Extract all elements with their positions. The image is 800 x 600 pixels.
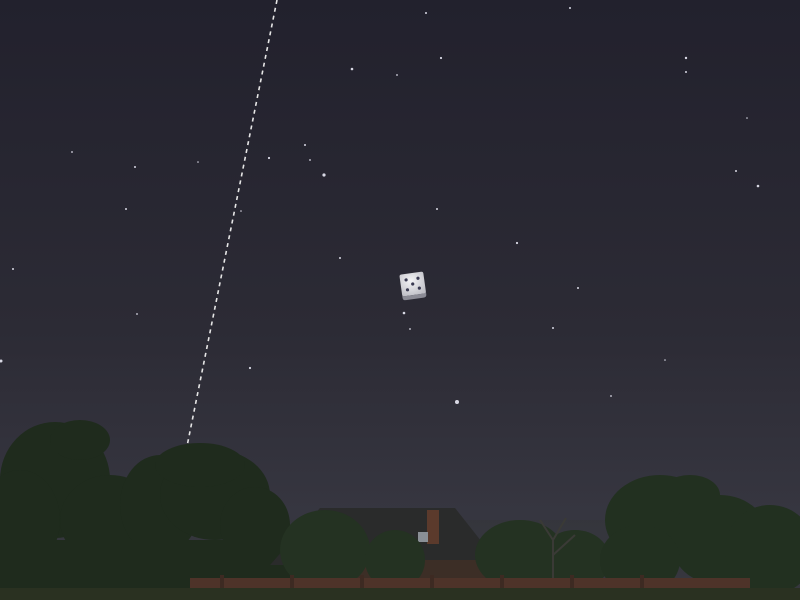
star-icon xyxy=(425,12,427,14)
ground xyxy=(0,588,800,600)
star-icon xyxy=(409,328,411,330)
star-icon xyxy=(136,313,138,315)
die-icon[interactable] xyxy=(399,271,427,301)
star-icon xyxy=(685,71,687,73)
star-field xyxy=(0,7,760,404)
star-icon xyxy=(240,210,242,212)
star-icon xyxy=(436,208,438,210)
star-icon xyxy=(455,400,459,404)
star-icon xyxy=(248,366,252,370)
star-icon xyxy=(304,144,306,146)
star-icon xyxy=(134,166,136,168)
star-icon xyxy=(350,67,354,71)
star-icon xyxy=(684,56,688,60)
star-icon xyxy=(439,56,443,60)
star-icon xyxy=(309,159,311,161)
star-icon xyxy=(610,395,612,397)
star-icon xyxy=(339,257,341,259)
star-icon xyxy=(12,268,14,270)
star-icon xyxy=(664,359,666,361)
star-icon xyxy=(396,74,398,76)
star-icon xyxy=(569,7,571,9)
star-icon xyxy=(746,117,748,119)
star-icon xyxy=(552,327,554,329)
star-icon xyxy=(0,359,3,363)
star-icon xyxy=(402,311,406,315)
tree-cluster-middle xyxy=(280,510,610,590)
star-icon xyxy=(197,161,199,163)
tree-cluster-right xyxy=(600,475,800,595)
star-icon xyxy=(267,156,271,160)
house-chimney xyxy=(427,510,439,544)
star-icon xyxy=(125,208,127,210)
star-icon xyxy=(577,287,579,289)
star-icon xyxy=(756,184,760,188)
star-icon xyxy=(515,241,519,245)
star-icon xyxy=(735,170,737,172)
house-window xyxy=(418,532,428,542)
dashed-guide-line[interactable] xyxy=(155,0,278,600)
fence-posts xyxy=(220,575,644,600)
star-icon xyxy=(322,173,326,177)
star-icon xyxy=(71,151,73,153)
